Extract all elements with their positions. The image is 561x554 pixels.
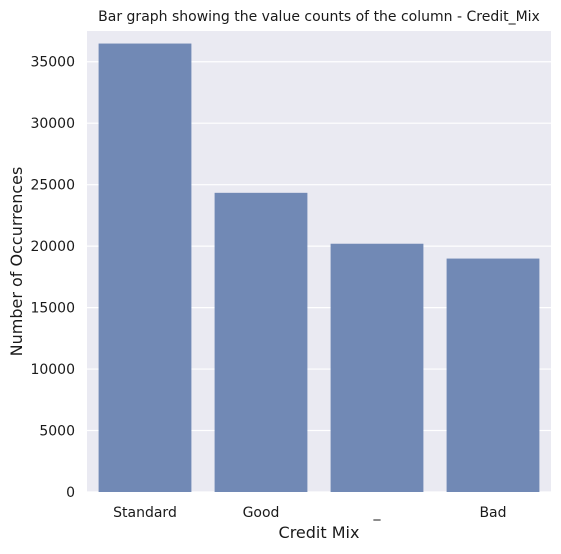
bar-underscore <box>330 243 424 492</box>
y-tick-label: 30000 <box>30 116 75 132</box>
y-tick-label: 20000 <box>30 239 75 255</box>
x-tick-label: _ <box>373 505 382 521</box>
y-tick-label: 5000 <box>39 424 75 440</box>
y-tick-label: 35000 <box>30 55 75 71</box>
x-axis-ticks: Standard Good _ Bad <box>113 505 506 521</box>
bar-standard <box>98 43 192 493</box>
bar-bad <box>446 258 540 492</box>
y-tick-label: 15000 <box>30 301 75 317</box>
y-axis-ticks: 0 5000 10000 15000 20000 25000 30000 35000 <box>30 55 75 501</box>
x-tick-label: Bad <box>479 505 506 521</box>
x-tick-label: Standard <box>113 505 177 521</box>
y-tick-label: 10000 <box>30 362 75 378</box>
chart-title: Bar graph showing the value counts of th… <box>98 9 540 25</box>
x-tick-label: Good <box>243 505 280 521</box>
y-axis-label: Number of Occurrences <box>7 167 26 357</box>
bar-good <box>214 192 308 493</box>
y-tick-label: 25000 <box>30 178 75 194</box>
bars <box>98 43 540 493</box>
y-tick-label: 0 <box>66 485 75 501</box>
x-axis-label: Credit Mix <box>279 523 360 542</box>
